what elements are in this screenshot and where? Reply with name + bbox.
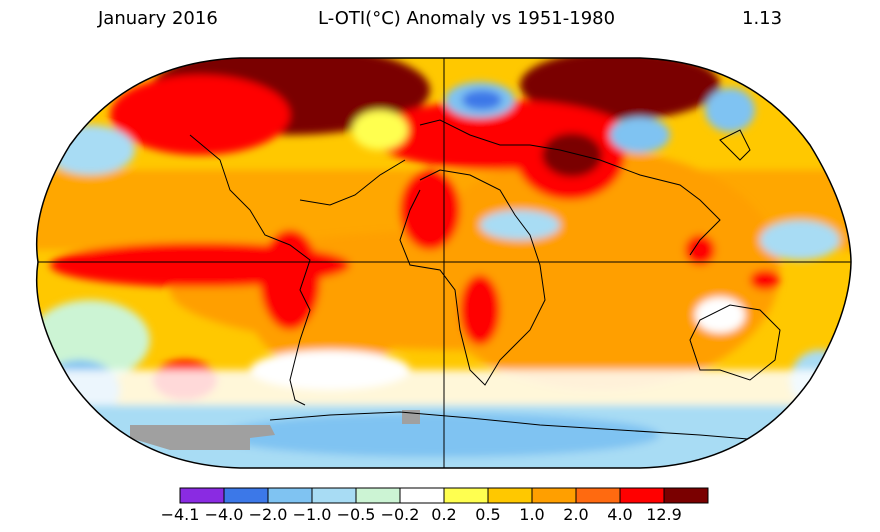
globe-outline	[35, 57, 852, 469]
legend-swatch	[311, 487, 357, 504]
legend-swatch	[487, 487, 533, 504]
legend-swatch	[531, 487, 577, 504]
legend-swatch	[179, 487, 225, 504]
legend-swatch	[619, 487, 665, 504]
anomaly-map	[0, 40, 880, 480]
legend-swatch	[267, 487, 313, 504]
legend-swatch	[355, 487, 401, 504]
anomaly-field	[36, 58, 851, 468]
legend-swatch	[223, 487, 269, 504]
legend-swatch	[399, 487, 445, 504]
map-date: January 2016	[98, 8, 218, 29]
legend-label: 1.0	[519, 505, 545, 524]
legend-label: 2.0	[563, 505, 589, 524]
legend-label: −0.5	[336, 505, 376, 524]
coastlines	[189, 119, 781, 441]
legend-swatch	[575, 487, 621, 504]
legend-label: −2.0	[248, 505, 288, 524]
missing-data-region	[130, 425, 275, 450]
legend-label: 0.2	[431, 505, 457, 524]
legend-label: −1.0	[292, 505, 332, 524]
legend-swatch	[443, 487, 489, 504]
legend-swatches	[179, 487, 709, 504]
title-bar: January 2016 L-OTI(°C) Anomaly vs 1951-1…	[0, 0, 880, 40]
map-title: L-OTI(°C) Anomaly vs 1951-1980	[318, 8, 616, 29]
global-mean-value: 1.13	[742, 8, 783, 29]
legend-label: −4.0	[204, 505, 244, 524]
color-legend: −4.1 −4.0 −2.0 −1.0 −0.5 −0.2 0.2 0.5 1.0 2.0 4.0 1…	[0, 480, 880, 532]
legend-label: 4.0	[607, 505, 633, 524]
legend-label: −4.1	[160, 505, 200, 524]
map-svg	[35, 57, 852, 469]
legend-label: 12.9	[646, 505, 682, 524]
legend-label: −0.2	[380, 505, 420, 524]
legend-label: 0.5	[475, 505, 501, 524]
legend-swatch	[663, 487, 709, 504]
